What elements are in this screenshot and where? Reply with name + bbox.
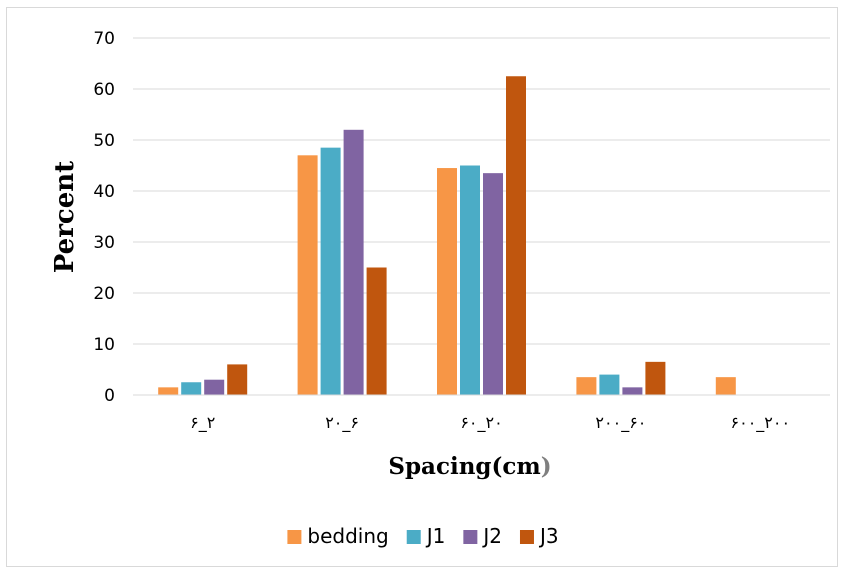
y-tick-label: 60 xyxy=(93,80,115,100)
legend-label-bedding: bedding xyxy=(307,524,388,548)
bar-j3-0 xyxy=(227,364,248,395)
legend-label-j1: J1 xyxy=(425,524,446,548)
x-tick-label: ۶۰_۲۰ xyxy=(460,413,502,433)
bar-bedding-1 xyxy=(297,155,318,395)
legend-label-j3: J3 xyxy=(538,524,559,548)
bar-j1-3 xyxy=(599,374,620,395)
legend: bedding J1 J2 J3 xyxy=(287,524,559,548)
x-axis-title-paren: ) xyxy=(541,453,552,480)
legend-swatch-j3 xyxy=(519,530,534,544)
bar-j3-3 xyxy=(645,361,666,395)
x-tick-label: ۶_۲ xyxy=(190,413,215,433)
bar-j2-1 xyxy=(343,129,364,396)
x-tick-label: ۲۰_۶ xyxy=(325,413,359,433)
bar-bedding-3 xyxy=(576,377,597,395)
bar-j1-2 xyxy=(460,165,480,395)
y-tick-label: 20 xyxy=(93,284,115,304)
x-axis-title-main: Spacing(cm xyxy=(388,453,540,480)
bar-bedding-2 xyxy=(437,168,457,395)
y-tick-labels: 0 10 20 30 40 50 60 70 xyxy=(93,29,115,406)
x-tick-label: ۶۰۰_۲۰۰ xyxy=(731,413,791,433)
y-tick-label: 0 xyxy=(104,386,115,406)
bar-bedding-0 xyxy=(158,387,179,395)
bar-j2-0 xyxy=(204,379,225,395)
y-tick-label: 40 xyxy=(93,182,115,202)
legend-swatch-j2 xyxy=(463,530,478,544)
legend-swatch-bedding xyxy=(287,530,302,544)
y-axis-title: Percent xyxy=(50,161,80,273)
bar-j2-3 xyxy=(622,387,643,395)
bar-j3-1 xyxy=(366,267,387,395)
bar-j1-0 xyxy=(181,382,202,395)
x-tick-label: ۲۰۰_۶۰ xyxy=(595,413,646,433)
y-tick-label: 70 xyxy=(93,29,115,49)
bar-j3-2 xyxy=(506,76,526,395)
bar-j2-2 xyxy=(483,173,503,395)
bar-j1-1 xyxy=(320,147,341,395)
y-tick-label: 30 xyxy=(93,233,115,253)
y-tick-label: 50 xyxy=(93,131,115,151)
legend-label-j2: J2 xyxy=(481,524,502,548)
bar-bedding-4 xyxy=(715,377,736,395)
x-axis-title: Spacing(cm) xyxy=(388,453,551,480)
x-tick-labels: ۶_۲ ۲۰_۶ ۶۰_۲۰ ۲۰۰_۶۰ ۶۰۰_۲۰۰ xyxy=(190,413,790,433)
legend-swatch-j1 xyxy=(406,530,421,544)
gridlines xyxy=(133,37,830,345)
y-tick-label: 10 xyxy=(93,335,115,355)
bars xyxy=(158,76,736,396)
chart-frame xyxy=(6,7,838,567)
